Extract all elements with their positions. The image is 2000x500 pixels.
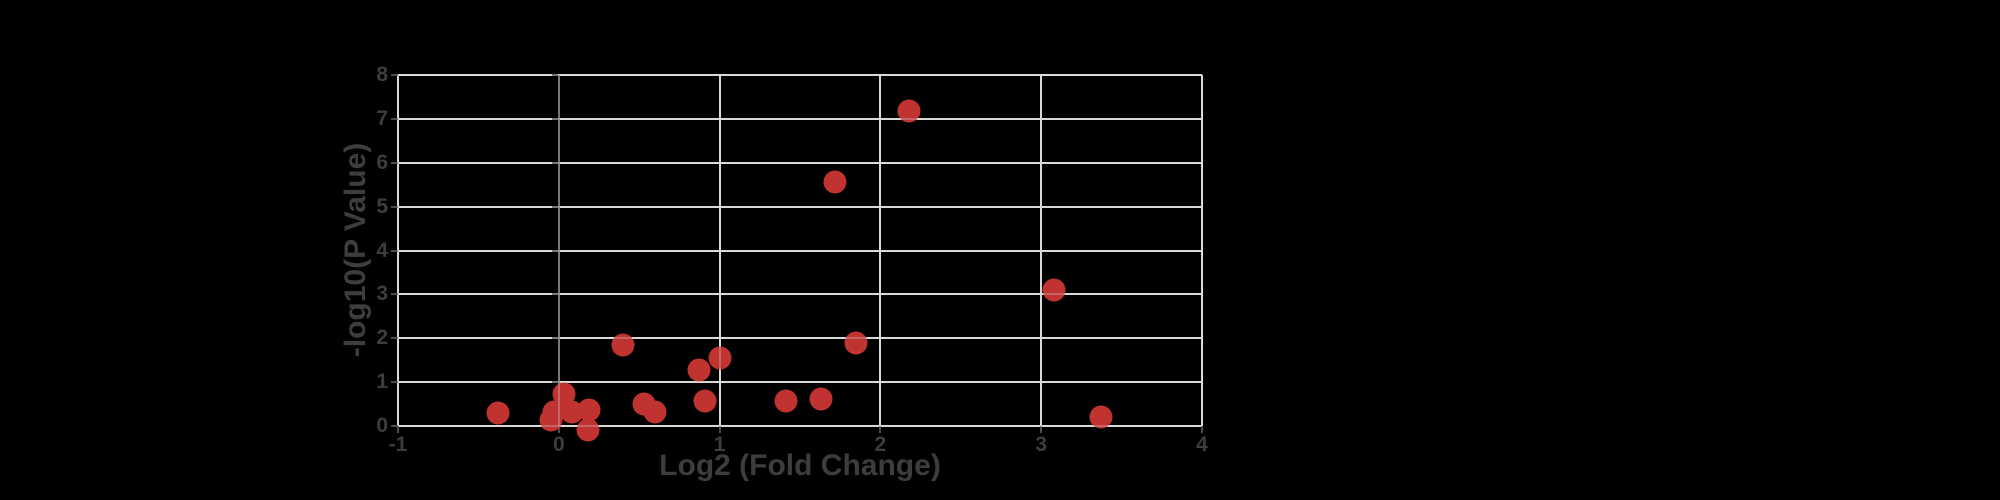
x-tick-label-4: 4 [1196, 433, 1208, 456]
gridline-x--1 [397, 75, 399, 426]
gridline-overlay-x--1 [397, 75, 399, 426]
y-tick-label-1: 1 [376, 370, 388, 394]
x-axis-tick--1 [397, 426, 399, 433]
gridline-x-0 [557, 75, 560, 426]
gridline-overlay-y-2 [398, 337, 1202, 340]
gridline-overlay-y-5 [398, 205, 1202, 208]
gridline-y-7 [398, 117, 1202, 120]
zero-axis-tick-y-2 [551, 337, 558, 340]
data-point-4 [560, 400, 584, 424]
data-point-10 [693, 389, 717, 413]
x-axis-title: Log2 (Fold Change) [659, 449, 941, 482]
data-point-7 [611, 333, 635, 357]
data-point-9 [643, 400, 667, 424]
gridline-overlay-x-3 [1040, 75, 1043, 426]
data-point-5 [577, 398, 601, 422]
gridline-overlay-y-3 [398, 293, 1202, 296]
y-tick-label-8: 8 [376, 63, 388, 86]
y-axis-tick-2 [391, 337, 398, 340]
zero-axis-tick-y-7 [551, 117, 558, 120]
x-tick-label-0: 0 [552, 433, 565, 456]
gridline-x-3 [1040, 75, 1043, 426]
gridline-y-3 [398, 293, 1202, 296]
y-axis-tick-1 [391, 381, 398, 384]
y-axis-tick-4 [391, 249, 398, 252]
y-tick-label-2: 2 [376, 326, 388, 350]
zero-axis-tick-y-6 [551, 161, 558, 164]
gridline-x-2 [879, 75, 882, 426]
y-axis-tick-6 [391, 161, 398, 164]
gridline-y-5 [398, 205, 1202, 208]
x-tick-label-2: 2 [874, 433, 887, 456]
gridline-overlay-y-0 [398, 425, 1202, 427]
zero-axis-tick-y-4 [551, 249, 558, 252]
gridline-overlay-x-1 [718, 75, 721, 426]
x-axis-tick-4 [1201, 426, 1203, 433]
data-point-0 [486, 401, 510, 425]
y-axis-tick-7 [391, 117, 398, 120]
gridline-overlay-y-7 [398, 117, 1202, 120]
gridline-y-4 [398, 249, 1202, 252]
gridline-overlay-x-2 [879, 75, 882, 426]
gridline-overlay-y-8 [398, 74, 1202, 76]
gridline-overlay-y-4 [398, 249, 1202, 252]
gridline-x-1 [718, 75, 721, 426]
zero-axis-tick-y-5 [551, 205, 558, 208]
data-point-13 [774, 389, 798, 413]
gridline-x-4 [1201, 75, 1203, 426]
gridline-y-1 [398, 381, 1202, 384]
data-point-18 [1042, 278, 1066, 302]
data-point-14 [809, 387, 833, 411]
data-point-3 [539, 408, 563, 432]
data-point-15 [844, 331, 868, 355]
data-point-12 [708, 346, 732, 370]
data-point-17 [897, 99, 921, 123]
data-point-6 [576, 418, 600, 441]
gridline-overlay-y-1 [398, 381, 1202, 384]
x-axis-tick-1 [718, 426, 721, 433]
y-axis-tick-0 [391, 425, 398, 427]
x-axis-tick-3 [1040, 426, 1043, 433]
gridline-overlay-x-4 [1201, 75, 1203, 426]
plot-area [391, 74, 1203, 441]
x-tick-label--1: -1 [388, 433, 408, 456]
x-tick-label-1: 1 [713, 433, 726, 456]
gridline-y-8 [398, 74, 1202, 76]
y-axis-tick-8 [391, 74, 398, 76]
x-axis-tick-2 [879, 426, 882, 433]
zero-axis-tick-y-1 [551, 381, 558, 384]
y-tick-label-7: 7 [376, 106, 388, 130]
y-tick-label-3: 3 [376, 282, 388, 306]
data-point-19 [1089, 405, 1113, 429]
data-point-11 [687, 358, 711, 382]
zero-axis-tick-y-8 [551, 74, 558, 76]
gridline-overlay-x-0 [557, 75, 560, 426]
x-tick-label-3: 3 [1035, 433, 1048, 456]
y-tick-label-0: 0 [376, 414, 388, 437]
gridline-y-6 [398, 161, 1202, 164]
y-axis-tick-5 [391, 205, 398, 208]
zero-axis-tick-y-3 [551, 293, 558, 296]
y-tick-label-5: 5 [376, 194, 388, 218]
y-axis-tick-3 [391, 293, 398, 296]
gridline-y-2 [398, 337, 1202, 340]
gridline-overlay-y-6 [398, 161, 1202, 164]
y-tick-label-6: 6 [376, 150, 388, 174]
data-point-16 [823, 170, 847, 194]
gridline-y-0 [398, 425, 1202, 427]
zero-axis-line [557, 75, 560, 426]
y-tick-label-4: 4 [376, 238, 388, 262]
